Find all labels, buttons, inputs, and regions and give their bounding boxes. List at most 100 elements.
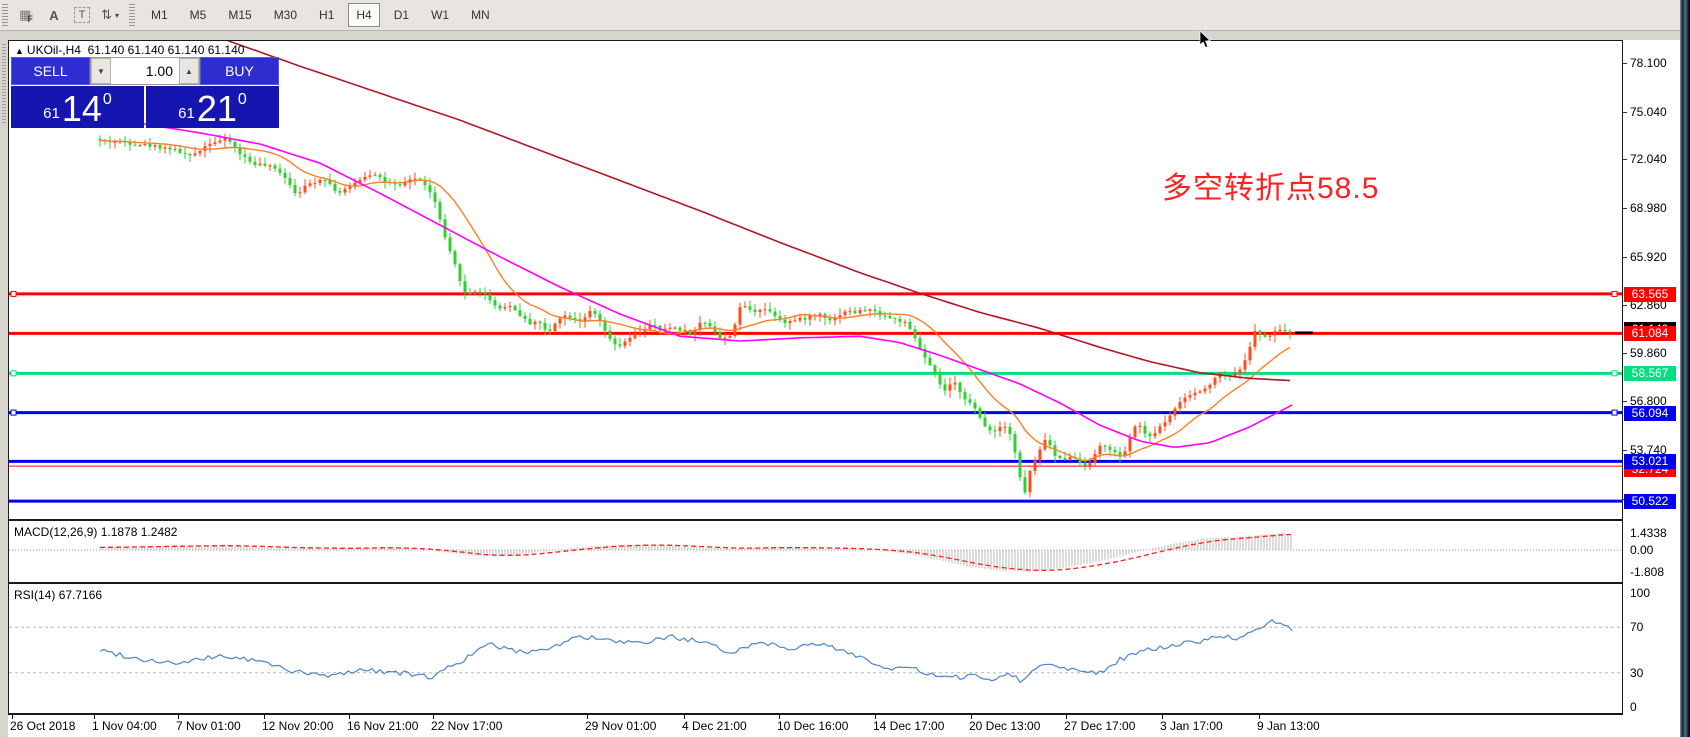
timeframe-MN[interactable]: MN bbox=[463, 3, 498, 27]
text-a-icon[interactable]: A bbox=[42, 3, 66, 27]
candlestick-chart[interactable] bbox=[9, 41, 1622, 519]
window-edge-strip bbox=[1680, 0, 1690, 737]
rsi-pane[interactable]: RSI(14) 67.7166 bbox=[8, 583, 1623, 714]
rsi-name: RSI(14) bbox=[14, 588, 56, 602]
price-tick bbox=[1623, 159, 1627, 161]
hline-price-badge: 53.021 bbox=[1624, 454, 1676, 470]
time-axis-label: 12 Nov 20:00 bbox=[262, 719, 334, 733]
sell-price-display[interactable]: 61 14 0 bbox=[11, 86, 144, 128]
grid-glyph: ▦ bbox=[19, 7, 31, 22]
annotation-text: 多空转折点58.5 bbox=[1162, 172, 1380, 205]
hline-price-badge: 61.084 bbox=[1624, 326, 1676, 342]
time-tick bbox=[779, 715, 780, 719]
sell-price-pips: 14 bbox=[61, 87, 102, 129]
time-tick bbox=[684, 715, 685, 719]
time-axis-label: 27 Dec 17:00 bbox=[1064, 719, 1136, 733]
one-click-trading-widget: SELL ▼ 1.00 ▲ BUY 61 14 0 61 21 0 bbox=[11, 57, 279, 128]
dropdown-caret-icon: ▾ bbox=[114, 10, 119, 20]
volume-down-button[interactable]: ▼ bbox=[91, 58, 111, 84]
price-tick bbox=[1623, 63, 1627, 64]
arrows-glyph: ⇅ bbox=[101, 7, 112, 22]
timeframe-H1[interactable]: H1 bbox=[311, 3, 342, 27]
time-axis-label: 4 Dec 21:00 bbox=[682, 719, 747, 733]
timeframe-D1[interactable]: D1 bbox=[386, 3, 417, 27]
time-tick bbox=[1162, 715, 1163, 719]
time-tick bbox=[1066, 715, 1067, 719]
buy-price-int: 61 bbox=[178, 105, 195, 122]
price-tick-label: 56.800 bbox=[1630, 394, 1667, 409]
buy-price-point: 0 bbox=[237, 91, 247, 108]
rsi-axis-label: 0 bbox=[1630, 700, 1637, 714]
price-tick-label: 53.740 bbox=[1630, 443, 1667, 457]
toolbar: ▦ F A T ⇅ ▾ M1 M5 M15 M30 H1 H4 D1 W1 MN bbox=[0, 0, 1690, 31]
volume-spinner: ▼ 1.00 ▲ bbox=[90, 57, 200, 85]
ohlc-values: 61.140 61.140 61.140 61.140 bbox=[87, 43, 245, 57]
price-tick bbox=[1623, 352, 1627, 354]
buy-price-pips: 21 bbox=[196, 87, 237, 129]
sell-button[interactable]: SELL bbox=[11, 57, 90, 85]
time-axis-label: 20 Dec 13:00 bbox=[969, 719, 1041, 733]
time-tick bbox=[349, 715, 350, 719]
price-tick-label: 72.040 bbox=[1630, 152, 1667, 167]
time-axis-label: 16 Nov 21:00 bbox=[347, 719, 419, 733]
macd-label: MACD(12,26,9) 1.1878 1.2482 bbox=[14, 525, 177, 539]
timeframe-M30[interactable]: M30 bbox=[266, 3, 305, 27]
hline-price-badge: 56.094 bbox=[1624, 405, 1676, 421]
time-tick bbox=[587, 715, 588, 719]
time-axis-label: 7 Nov 01:00 bbox=[176, 719, 241, 733]
cursor-arrows-icon[interactable]: ⇅ ▾ bbox=[98, 3, 122, 27]
time-axis-label: 10 Dec 16:00 bbox=[777, 719, 849, 733]
volume-value[interactable]: 1.00 bbox=[145, 63, 173, 79]
time-axis-label: 22 Nov 17:00 bbox=[431, 719, 503, 733]
timeframe-W1[interactable]: W1 bbox=[423, 3, 457, 27]
macd-axis-label: -1.808 bbox=[1630, 564, 1665, 579]
timeframe-bar: M1 M5 M15 M30 H1 H4 D1 W1 MN bbox=[140, 3, 501, 27]
rsi-axis-label: 100 bbox=[1630, 586, 1651, 600]
time-tick bbox=[94, 715, 95, 719]
price-tick bbox=[1623, 450, 1627, 451]
time-axis-label: 1 Nov 04:00 bbox=[92, 719, 157, 733]
rsi-value: 67.7166 bbox=[58, 588, 103, 602]
t-glyph: T bbox=[73, 7, 91, 23]
price-tick bbox=[1623, 111, 1627, 113]
time-tick bbox=[12, 715, 13, 719]
hline-price-badge: 63.565 bbox=[1624, 286, 1676, 302]
time-axis-label: 9 Jan 13:00 bbox=[1257, 719, 1320, 733]
timeframe-M1[interactable]: M1 bbox=[143, 3, 176, 27]
time-tick bbox=[971, 715, 972, 719]
price-tick-label: 78.100 bbox=[1630, 56, 1667, 70]
price-tick-label: 75.040 bbox=[1630, 104, 1667, 119]
symbol-name: UKOil-,H4 bbox=[26, 43, 81, 57]
grid-f-icon[interactable]: ▦ F bbox=[14, 3, 38, 27]
timeframe-H4[interactable]: H4 bbox=[348, 3, 380, 27]
macd-name: MACD(12,26,9) bbox=[14, 525, 98, 539]
a-glyph: A bbox=[49, 7, 59, 23]
chart-title: ▲ UKOil-,H4 61.140 61.140 61.140 61.140 bbox=[15, 43, 244, 57]
timeframe-M15[interactable]: M15 bbox=[220, 3, 259, 27]
time-axis-label: 14 Dec 17:00 bbox=[873, 719, 945, 733]
buy-price-display[interactable]: 61 21 0 bbox=[146, 86, 279, 128]
buy-button[interactable]: BUY bbox=[200, 57, 279, 85]
left-dock-handle[interactable] bbox=[2, 43, 6, 123]
main-chart-pane[interactable]: ▲ UKOil-,H4 61.140 61.140 61.140 61.140 S… bbox=[8, 40, 1623, 520]
price-tick-label: 59.860 bbox=[1630, 345, 1667, 360]
toolbar-drag-handle[interactable] bbox=[2, 4, 8, 26]
time-axis-label: 26 Oct 2018 bbox=[10, 719, 76, 733]
timeframe-M5[interactable]: M5 bbox=[182, 3, 215, 27]
macd-values: 1.1878 1.2482 bbox=[100, 525, 178, 539]
time-tick bbox=[264, 715, 265, 719]
price-tick bbox=[1623, 256, 1627, 258]
macd-axis-label: 0.00 bbox=[1630, 543, 1654, 557]
hline-price-badge: 58.567 bbox=[1624, 366, 1676, 382]
text-label-icon[interactable]: T bbox=[70, 3, 94, 27]
price-tick-label: 68.980 bbox=[1630, 200, 1667, 215]
sell-price-point: 0 bbox=[102, 91, 112, 108]
time-axis[interactable]: 26 Oct 2018 1 Nov 04:00 7 Nov 01:00 12 Nov … bbox=[8, 714, 1623, 737]
volume-up-button[interactable]: ▲ bbox=[179, 58, 199, 84]
macd-pane[interactable]: MACD(12,26,9) 1.1878 1.2482 bbox=[8, 520, 1623, 583]
price-axis[interactable]: 78.100 75.040 72.040 68.980 65.920 62.860 59.8… bbox=[1623, 40, 1680, 737]
price-tick bbox=[1623, 401, 1627, 403]
toolbar-separator bbox=[129, 4, 135, 26]
time-axis-label: 29 Nov 01:00 bbox=[585, 719, 657, 733]
